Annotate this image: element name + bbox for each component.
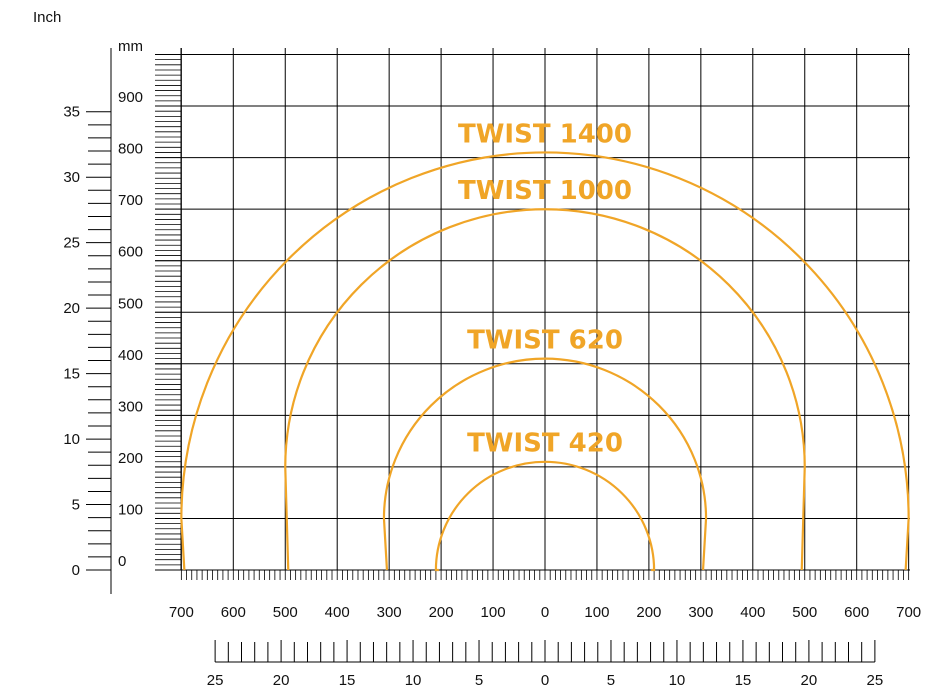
inch-tick-label: 5 (72, 497, 80, 514)
x-inch-tick-label: 20 (801, 672, 818, 689)
mm-tick-label: 200 (118, 450, 143, 467)
x-inch-tick-label: 15 (339, 672, 356, 689)
labels: Inch mm 05101520253035010020030040050060… (33, 9, 921, 689)
inch-tick-label: 0 (72, 562, 80, 579)
grid (155, 48, 910, 571)
curve-label: TWIST 620 (467, 326, 623, 356)
mm-tick-label: 900 (118, 89, 143, 106)
mm-axis-label: mm (118, 38, 143, 55)
mm-tick-label: 700 (118, 192, 143, 209)
rulers (86, 48, 910, 663)
mm-tick-label: 500 (118, 295, 143, 312)
inch-tick-label: 25 (63, 235, 80, 252)
x-mm-tick-label: 500 (792, 604, 817, 621)
inch-tick-label: 20 (63, 300, 80, 317)
reach-curve (284, 208, 806, 571)
reach-curve (180, 151, 910, 571)
curve-label: TWIST 1000 (458, 176, 632, 206)
curve-label: TWIST 420 (467, 429, 623, 459)
x-inch-tick-label: 25 (207, 672, 224, 689)
inch-axis-label: Inch (33, 9, 61, 26)
inch-tick-label: 30 (63, 169, 80, 186)
inch-tick-label: 10 (63, 431, 80, 448)
curve-label: TWIST 1400 (458, 119, 632, 149)
x-mm-tick-label: 300 (377, 604, 402, 621)
x-inch-tick-label: 25 (867, 672, 884, 689)
x-inch-tick-label: 5 (607, 672, 615, 689)
x-inch-tick-label: 10 (669, 672, 686, 689)
x-mm-tick-label: 300 (688, 604, 713, 621)
x-mm-tick-label: 700 (169, 604, 194, 621)
mm-tick-label: 600 (118, 244, 143, 261)
x-mm-tick-label: 0 (541, 604, 549, 621)
x-mm-tick-label: 700 (896, 604, 921, 621)
mm-tick-label: 400 (118, 347, 143, 364)
reach-curve (382, 357, 708, 571)
curves (180, 151, 910, 572)
mm-tick-label: 100 (118, 501, 143, 518)
x-inch-tick-label: 0 (541, 672, 549, 689)
x-mm-tick-label: 100 (584, 604, 609, 621)
reach-curve (434, 460, 656, 572)
x-mm-tick-label: 100 (481, 604, 506, 621)
mm-tick-label: 0 (118, 553, 126, 570)
x-inch-tick-label: 10 (405, 672, 422, 689)
x-mm-tick-label: 400 (325, 604, 350, 621)
x-mm-tick-label: 600 (844, 604, 869, 621)
mm-tick-label: 800 (118, 141, 143, 158)
inch-tick-label: 15 (63, 366, 80, 383)
x-mm-tick-label: 500 (273, 604, 298, 621)
x-mm-tick-label: 400 (740, 604, 765, 621)
inch-tick-label: 35 (63, 104, 80, 121)
x-mm-tick-label: 200 (429, 604, 454, 621)
x-inch-tick-label: 5 (475, 672, 483, 689)
x-mm-tick-label: 200 (636, 604, 661, 621)
x-inch-tick-label: 20 (273, 672, 290, 689)
x-mm-tick-label: 600 (221, 604, 246, 621)
mm-tick-label: 300 (118, 398, 143, 415)
x-inch-tick-label: 15 (735, 672, 752, 689)
